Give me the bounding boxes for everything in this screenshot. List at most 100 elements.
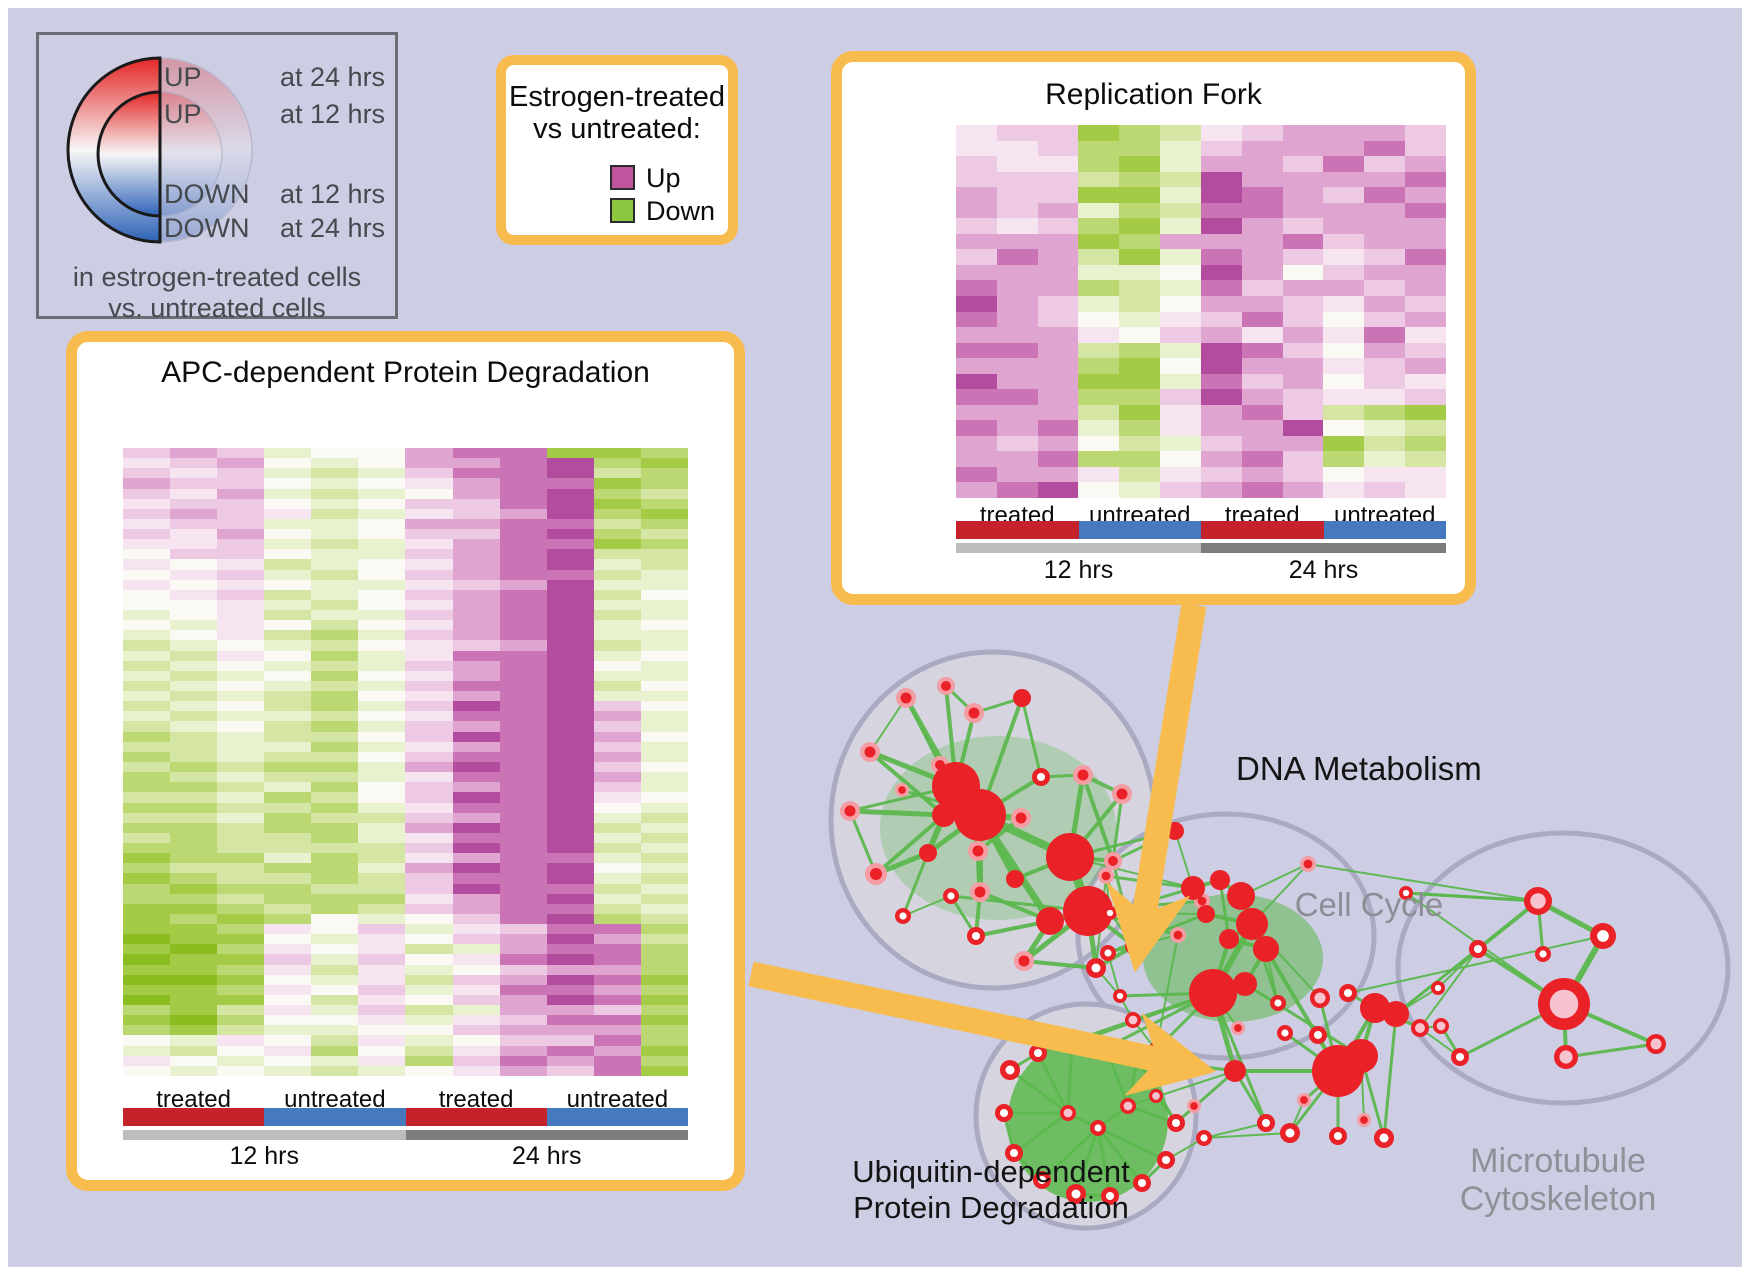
updown-time-label: at 24 hrs bbox=[280, 213, 386, 243]
heatmap-cell bbox=[593, 680, 641, 692]
heatmap-cell bbox=[956, 202, 997, 219]
heatmap-cell bbox=[452, 539, 500, 550]
heatmap-cell bbox=[546, 711, 594, 722]
heatmap-cell bbox=[499, 913, 547, 925]
heatmap-cell bbox=[640, 812, 688, 823]
heatmap-cell bbox=[1119, 404, 1161, 421]
heatmap-cell bbox=[593, 751, 641, 762]
heatmap-cell bbox=[217, 974, 265, 985]
heatmap-cell bbox=[546, 792, 594, 803]
heatmap-cell bbox=[170, 518, 218, 530]
network-node-core bbox=[1360, 1116, 1368, 1124]
heatmap-cell bbox=[1405, 342, 1446, 359]
heatmap-cell bbox=[311, 802, 359, 813]
heatmap-cell bbox=[640, 569, 688, 580]
heatmap-cell bbox=[956, 435, 997, 452]
heatmap-cell bbox=[264, 539, 312, 550]
heatmap-cell bbox=[546, 883, 594, 894]
heatmap-cell bbox=[1160, 125, 1201, 141]
heatmap-cell bbox=[217, 589, 265, 600]
heatmap-cell bbox=[452, 691, 500, 702]
ubiquitin-label-line1: Ubiquitin-dependent bbox=[852, 1154, 1130, 1189]
heatmap-cell bbox=[1200, 342, 1242, 359]
heatmap-cell bbox=[1282, 249, 1324, 265]
heatmap-cell bbox=[1323, 404, 1365, 421]
heatmap-cell bbox=[452, 761, 500, 773]
heatmap-cell bbox=[1078, 342, 1120, 359]
heatmap-cell bbox=[452, 903, 500, 914]
heatmap-cell bbox=[996, 171, 1038, 188]
heatmap-cell bbox=[499, 873, 547, 884]
heatmap-cell bbox=[1323, 482, 1365, 498]
apc-time-bar bbox=[123, 1130, 688, 1140]
heatmap-cell bbox=[546, 1035, 594, 1046]
heatmap-cell bbox=[1200, 264, 1242, 281]
heatmap-cell bbox=[640, 863, 688, 874]
updown-dir-label: DOWN bbox=[164, 213, 250, 243]
heatmap-cell bbox=[358, 984, 406, 995]
heatmap-cell bbox=[1405, 171, 1446, 188]
heatmap-cell bbox=[640, 1015, 688, 1026]
heatmap-cell bbox=[956, 389, 997, 405]
heatmap-cell bbox=[546, 579, 594, 590]
heatmap-cell bbox=[996, 373, 1038, 390]
heatmap-cell bbox=[358, 934, 406, 945]
heatmap-cell bbox=[640, 539, 688, 550]
heatmap-cell bbox=[1405, 187, 1446, 203]
apc-degradation-panel: APC-dependent Protein Degradation treate… bbox=[66, 331, 745, 1191]
heatmap-cell bbox=[640, 468, 688, 479]
heatmap-cell bbox=[1200, 466, 1242, 483]
heatmap-cell bbox=[546, 468, 594, 479]
heatmap-cell bbox=[217, 924, 265, 935]
heatmap-cell bbox=[217, 1045, 265, 1056]
heatmap-cell bbox=[405, 1015, 453, 1026]
heatmap-cell bbox=[1282, 342, 1324, 359]
heatmap-cell bbox=[640, 731, 688, 742]
network-node-core bbox=[941, 681, 951, 691]
heatmap-cell bbox=[170, 1045, 218, 1056]
heatmap-cell bbox=[1160, 264, 1201, 281]
heatmap-cell bbox=[311, 853, 359, 864]
heatmap-cell bbox=[358, 761, 406, 773]
heatmap-cell bbox=[358, 498, 406, 509]
heatmap-cell bbox=[405, 549, 453, 560]
heatmap-cell bbox=[311, 1065, 359, 1076]
heatmap-cell bbox=[311, 873, 359, 884]
heatmap-cell bbox=[996, 125, 1038, 141]
heatmap-cell bbox=[170, 1065, 218, 1076]
heatmap-cell bbox=[452, 518, 500, 530]
heatmap-cell bbox=[170, 488, 218, 499]
heatmap-cell bbox=[264, 843, 312, 854]
heatmap-cell bbox=[217, 731, 265, 742]
heatmap-cell bbox=[1405, 482, 1446, 498]
network-node-core bbox=[1036, 772, 1046, 782]
heatmap-cell bbox=[358, 741, 406, 752]
heatmap-cell bbox=[1037, 156, 1079, 172]
heatmap-cell bbox=[217, 539, 265, 550]
heatmap-cell bbox=[311, 670, 359, 681]
heatmap-cell bbox=[452, 1045, 500, 1056]
heatmap-cell bbox=[546, 731, 594, 742]
heatmap-cell bbox=[264, 529, 312, 540]
heatmap-cell bbox=[1323, 327, 1365, 343]
heatmap-cell bbox=[593, 498, 641, 509]
heatmap-cell bbox=[452, 792, 500, 803]
heatmap-cell bbox=[170, 832, 218, 844]
heatmap-cell bbox=[499, 569, 547, 580]
heatmap-cell bbox=[499, 630, 547, 641]
heatmap-cell bbox=[1037, 233, 1079, 250]
network-node-core bbox=[1343, 988, 1353, 998]
heatmap-cell bbox=[170, 458, 218, 469]
heatmap-cell bbox=[1119, 264, 1161, 281]
heatmap-cell bbox=[546, 863, 594, 874]
heatmap-cell bbox=[546, 903, 594, 914]
heatmap-cell bbox=[1282, 233, 1324, 250]
heatmap-cell bbox=[358, 822, 406, 833]
heatmap-cell bbox=[311, 1015, 359, 1026]
heatmap-cell bbox=[170, 599, 218, 611]
heatmap-cell bbox=[640, 822, 688, 833]
heatmap-cell bbox=[1405, 202, 1446, 219]
heatmap-cell bbox=[593, 549, 641, 560]
replication-fork-time-labels: 12 hrs 24 hrs bbox=[956, 556, 1446, 586]
heatmap-cell bbox=[1241, 404, 1283, 421]
